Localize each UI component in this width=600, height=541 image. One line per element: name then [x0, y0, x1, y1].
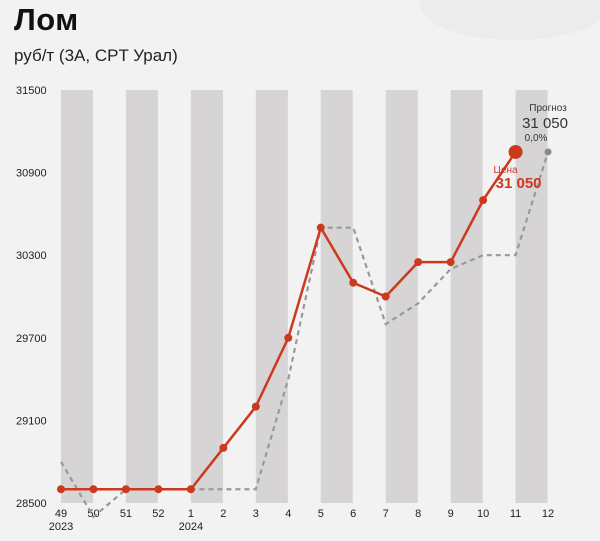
price-point — [154, 485, 163, 494]
y-tick-label: 29700 — [16, 333, 47, 345]
price-endpoint — [508, 144, 523, 159]
grid-band — [61, 90, 93, 503]
x-tick-label: 1 — [188, 508, 194, 520]
x-tick-label: 6 — [350, 508, 356, 520]
x-tick-label: 7 — [383, 508, 389, 520]
chart-subtitle: руб/т (3А, CPT Урал) — [14, 46, 178, 65]
x-tick-label: 5 — [318, 508, 324, 520]
price-point — [284, 333, 293, 342]
y-tick-label: 28500 — [16, 498, 47, 510]
grid-band — [320, 90, 353, 503]
x-tick-label: 3 — [253, 508, 259, 520]
x-tick-label: 2 — [220, 508, 226, 520]
forecast-annotation-label: Прогноз — [529, 103, 567, 114]
x-tick-label: 52 — [152, 508, 164, 520]
grid-band — [255, 90, 288, 503]
forecast-series — [60, 148, 552, 519]
x-tick-label: 10 — [477, 508, 489, 520]
price-point — [57, 485, 65, 494]
x-tick-label: 49 — [55, 508, 67, 520]
x-tick-label: 4 — [285, 508, 291, 520]
price-point — [349, 278, 358, 287]
forecast-annotation-change: 0,0% — [525, 133, 548, 144]
x-year-label: 2023 — [49, 521, 73, 533]
price-series — [57, 144, 523, 494]
price-point — [446, 258, 455, 267]
y-tick-label: 29100 — [16, 415, 47, 427]
x-tick-label: 11 — [510, 508, 521, 520]
y-tick-label: 31500 — [16, 85, 47, 97]
price-annotation-value: 31 050 — [496, 175, 542, 192]
x-year-label: 2024 — [179, 521, 203, 533]
price-point — [381, 292, 390, 301]
grid-band — [385, 90, 418, 503]
price-point — [121, 485, 130, 494]
price-point — [186, 485, 195, 494]
y-tick-label: 30900 — [16, 168, 47, 180]
grid-bands — [61, 90, 548, 503]
price-point — [219, 443, 228, 452]
y-tick-label: 30300 — [16, 250, 47, 262]
price-point — [89, 485, 98, 494]
forecast-annotation-value: 31 050 — [522, 115, 568, 132]
price-annotation-label: Цена — [494, 165, 518, 176]
x-tick-label: 8 — [415, 508, 421, 520]
x-tick-label: 12 — [542, 508, 554, 520]
y-axis-ticks: 28500 29100 29700 30300 30900 31500 — [16, 85, 47, 510]
price-point — [414, 258, 423, 267]
grid-band — [190, 90, 223, 503]
chart-title: Лом — [14, 2, 79, 37]
price-point — [251, 402, 260, 411]
forecast-endpoint — [544, 148, 552, 156]
price-point — [316, 223, 325, 232]
grid-band — [450, 90, 483, 503]
x-tick-label: 51 — [120, 508, 132, 520]
x-tick-label: 9 — [448, 508, 454, 520]
grid-band — [125, 90, 158, 503]
price-point — [479, 196, 488, 205]
grid-band — [515, 90, 548, 503]
